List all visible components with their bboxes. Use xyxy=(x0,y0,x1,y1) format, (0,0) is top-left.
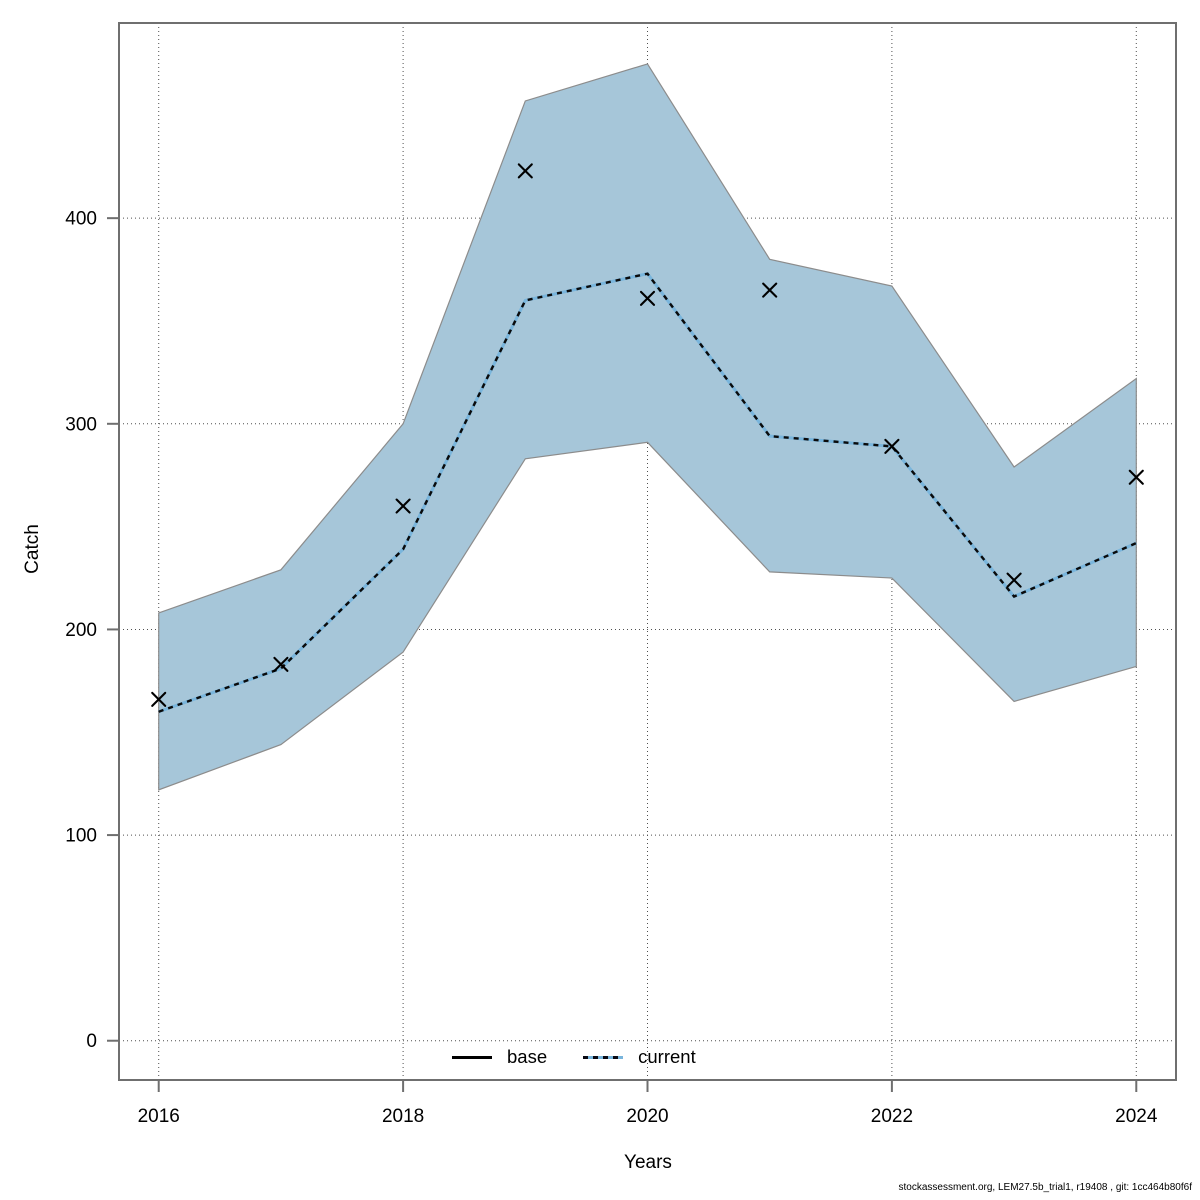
y-axis-title: Catch xyxy=(22,524,43,574)
observation-marker xyxy=(639,290,656,306)
legend-base-label: base xyxy=(507,1046,548,1067)
x-axis-title: Years xyxy=(624,1152,672,1173)
observation-marker xyxy=(151,691,167,707)
observation-marker xyxy=(395,498,411,514)
confidence-band xyxy=(158,63,1137,791)
legend-current-label: current xyxy=(638,1046,696,1067)
y-tick-label: 400 xyxy=(65,209,97,230)
footer-run-info: stockassessment.org, LEM27.5b_trial1, r1… xyxy=(898,1182,1192,1193)
observation-marker xyxy=(762,282,778,298)
legend-current-line-sample xyxy=(583,1055,624,1059)
x-tick-label: 2022 xyxy=(871,1106,913,1127)
y-tick-label: 200 xyxy=(65,620,97,641)
x-tick-label: 2020 xyxy=(626,1106,668,1127)
observation-marker xyxy=(1006,572,1022,588)
legend: base current xyxy=(452,1044,696,1070)
x-tick-label: 2024 xyxy=(1115,1106,1158,1127)
y-tick-label: 0 xyxy=(86,1031,97,1052)
observation-marker xyxy=(884,438,900,454)
observation-marker xyxy=(1128,469,1144,485)
observation-marker xyxy=(517,163,533,179)
x-tick-label: 2016 xyxy=(138,1106,180,1127)
y-tick-label: 100 xyxy=(65,826,97,847)
x-tick-label: 2018 xyxy=(382,1106,424,1127)
y-tick-label: 300 xyxy=(65,414,97,435)
observation-marker xyxy=(273,656,289,672)
legend-base-line-sample xyxy=(452,1055,492,1059)
current-line xyxy=(158,272,1137,713)
